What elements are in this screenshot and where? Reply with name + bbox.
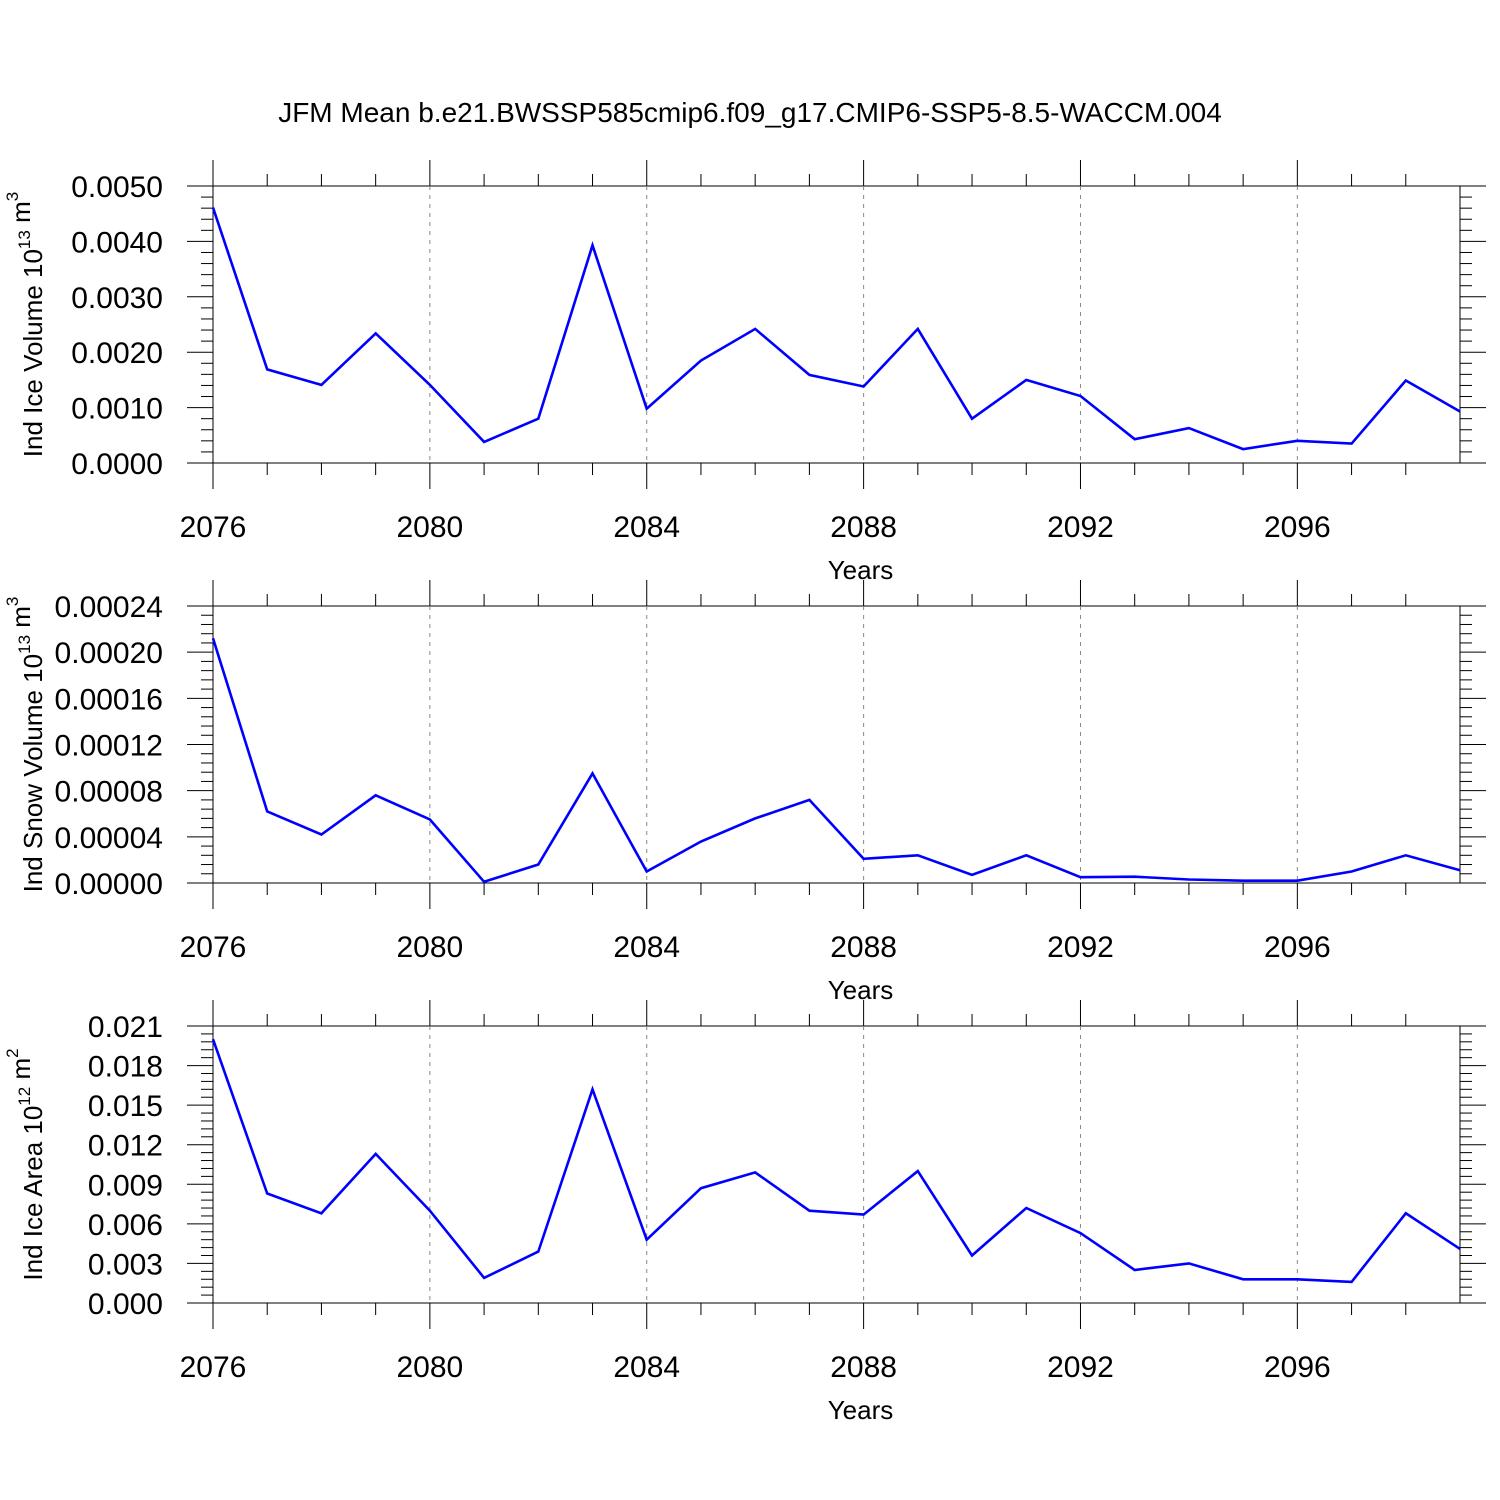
- panel1-y-tick-label: 0.0000: [71, 448, 163, 481]
- panel2-y-tick-label: 0.00020: [55, 637, 163, 670]
- panel1-x-axis-label: Years: [828, 555, 894, 585]
- panel3-y-tick-label: 0.000: [88, 1288, 163, 1321]
- panel3-y-tick-label: 0.015: [88, 1090, 163, 1123]
- panel3-x-tick-label: 2084: [613, 1351, 680, 1384]
- panel3-y-tick-label: 0.006: [88, 1209, 163, 1242]
- panel3-plot-frame: [212, 1025, 1461, 1304]
- panel3-y-tick-label: 0.009: [88, 1169, 163, 1202]
- figure-title: JFM Mean b.e21.BWSSP585cmip6.f09_g17.CMI…: [278, 97, 1222, 128]
- y-axis-label-superscript: 13: [15, 230, 34, 249]
- panel1-x-tick-label: 2076: [180, 511, 247, 544]
- panel1-y-tick-label: 0.0040: [71, 226, 163, 259]
- panel3-x-tick-label: 2076: [180, 1351, 247, 1384]
- y-axis-label-part: m: [6, 1058, 36, 1087]
- panel1-y-axis-label: Ind Ice Volume 1013 m3: [3, 192, 48, 457]
- panel1-x-tick-label: 2092: [1047, 511, 1114, 544]
- panel1-x-tick-label: 2096: [1264, 511, 1331, 544]
- panel1-x-tick-label: 2088: [830, 511, 897, 544]
- panel2-y-tick-label: 0.00024: [55, 591, 163, 624]
- panel1-y-tick-label: 0.0010: [71, 393, 163, 426]
- panel3-y-tick-label: 0.003: [88, 1248, 163, 1281]
- panel2-x-tick-label: 2096: [1264, 931, 1331, 964]
- panel1-plot-frame: [212, 185, 1461, 464]
- panel2-x-axis-label: Years: [828, 975, 894, 1005]
- panel1-y-tick-label: 0.0020: [71, 337, 163, 370]
- y-axis-label-part: m: [6, 606, 36, 635]
- panel2-y-tick-label: 0.00004: [55, 822, 163, 855]
- panel1-y-tick-label: 0.0030: [71, 282, 163, 315]
- panel3-x-tick-label: 2088: [830, 1351, 897, 1384]
- panel3-x-tick-label: 2092: [1047, 1351, 1114, 1384]
- y-axis-label-superscript: 3: [3, 597, 22, 606]
- panel1-x-tick-label: 2080: [396, 511, 463, 544]
- y-axis-label-superscript: 13: [15, 635, 34, 654]
- y-axis-label-superscript: 12: [15, 1087, 34, 1106]
- panel2-y-tick-label: 0.00008: [55, 776, 163, 809]
- panel1-x-tick-label: 2084: [613, 511, 680, 544]
- panel3-series-line: [211, 1038, 1461, 1284]
- panel3-x-tick-label: 2096: [1264, 1351, 1331, 1384]
- y-axis-label-superscript: 3: [3, 192, 22, 201]
- panel2-x-tick-label: 2080: [396, 931, 463, 964]
- panel3-x-axis-label: Years: [828, 1395, 894, 1425]
- panel2-y-axis-label: Ind Snow Volume 1013 m3: [3, 597, 48, 893]
- panel1-y-tick-label: 0.0050: [71, 171, 163, 204]
- panel3-y-tick-label: 0.021: [88, 1011, 163, 1044]
- y-axis-label-superscript: 2: [3, 1048, 22, 1057]
- panel3-y-tick-label: 0.018: [88, 1051, 163, 1084]
- y-axis-label-part: Ind Snow Volume 10: [18, 654, 48, 893]
- panel1-series-line: [211, 207, 1461, 451]
- panel3-y-tick-label: 0.012: [88, 1130, 163, 1163]
- panel2-x-tick-label: 2092: [1047, 931, 1114, 964]
- panel2-y-tick-label: 0.00000: [55, 868, 163, 901]
- y-axis-label-part: m: [6, 201, 36, 230]
- panel3-y-axis-label: Ind Ice Area 1012 m2: [3, 1048, 48, 1280]
- y-axis-label-part: Ind Ice Area 10: [18, 1106, 48, 1281]
- panel2-x-tick-label: 2084: [613, 931, 680, 964]
- panel2-series-line: [211, 637, 1461, 884]
- panel2-y-tick-label: 0.00012: [55, 730, 163, 763]
- panel2-x-tick-label: 2088: [830, 931, 897, 964]
- panel2-y-tick-label: 0.00016: [55, 683, 163, 716]
- y-axis-label-part: Ind Ice Volume 10: [18, 249, 48, 457]
- panel2-x-tick-label: 2076: [180, 931, 247, 964]
- panel3-x-tick-label: 2080: [396, 1351, 463, 1384]
